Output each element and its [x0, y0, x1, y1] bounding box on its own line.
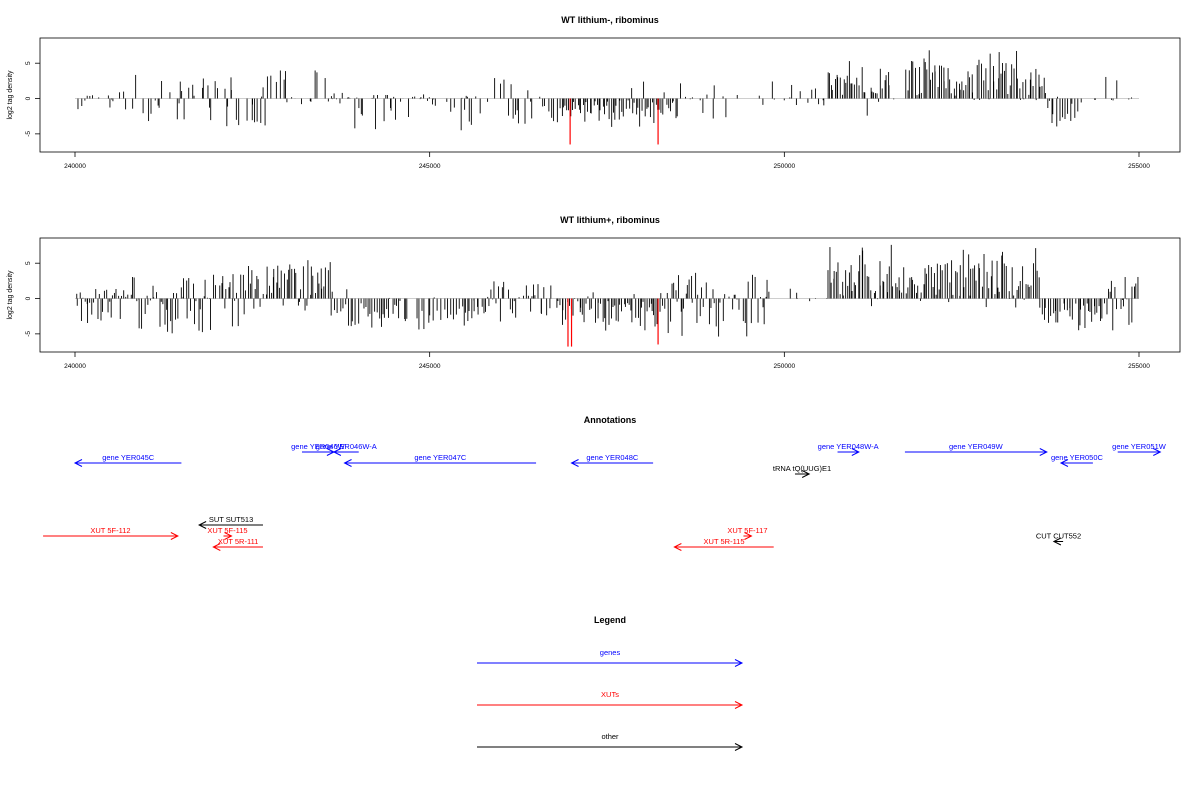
panel-lithium-minus: WT lithium-, ribominus log2 tag density …: [7, 15, 1181, 170]
annotations-title: Annotations: [584, 415, 637, 425]
feature-label: gene YER048W-A: [818, 442, 879, 451]
feature-label: gene YER049W: [949, 442, 1004, 451]
arrow-head: [734, 659, 744, 667]
feature-gene-yer047c: gene YER047C: [343, 453, 537, 467]
feature-label: gene YER045C: [102, 453, 155, 462]
y-tick-label: 5: [25, 61, 32, 65]
arrow-head: [1052, 537, 1062, 546]
feature-gene-yer045c: gene YER045C: [73, 453, 182, 467]
legend-items: genes XUTs other: [477, 648, 744, 751]
x-tick-label: 250000: [773, 163, 795, 170]
y-tick-label: 0: [25, 296, 32, 300]
feature-label: XUT 5R-115: [704, 537, 745, 546]
feature-gene-yer048c: gene YER048C: [570, 453, 654, 467]
feature-xut-5f-112: XUT 5F-112: [43, 526, 179, 540]
legend-label: other: [601, 732, 619, 741]
feature-label: gene YER046W: [291, 442, 346, 451]
plot-frame: [39, 237, 1181, 353]
axes-group: 240000 245000 250000 255000 -5 0 5: [25, 61, 1150, 170]
feature-label: gene YER047C: [414, 453, 467, 462]
plot-frame: [39, 37, 1181, 153]
feature-gene-yer051w: gene YER051W: [1112, 442, 1167, 456]
arrow-head: [673, 543, 682, 551]
arrow-head: [734, 743, 744, 751]
legend-panel: Legend genes XUTs other: [477, 615, 744, 751]
bars-group: [75, 50, 1139, 145]
x-tick-label: 245000: [419, 163, 441, 170]
y-tick-label: -5: [25, 331, 32, 337]
x-tick-label: 255000: [1128, 363, 1150, 370]
y-tick-label: 0: [25, 96, 32, 100]
arrow-head: [73, 459, 83, 467]
y-axis-label: log2 tag density: [7, 70, 14, 120]
y-tick-label: 5: [25, 261, 32, 265]
panel-title: WT lithium-, ribominus: [561, 15, 659, 25]
arrow-head: [851, 448, 860, 456]
feature-label: gene YER050C: [1051, 453, 1104, 462]
feature-gene-yer049w: gene YER049W: [904, 442, 1048, 456]
axes-group: 240000 245000 250000 255000 -5 0 5: [25, 261, 1150, 370]
panel-title: WT lithium+, ribominus: [560, 215, 660, 225]
arrow-head: [198, 521, 207, 529]
legend-item-xuts: XUTs: [477, 690, 744, 709]
arrow-head: [332, 448, 342, 456]
arrow-head: [734, 701, 744, 709]
feature-label: XUT 5F-115: [207, 526, 247, 535]
arrow-head: [801, 470, 811, 478]
arrow-head: [570, 459, 579, 467]
arrow-head: [1059, 459, 1069, 467]
x-tick-label: 240000: [64, 363, 86, 370]
arrow-head: [343, 459, 352, 467]
arrow-head: [170, 532, 179, 540]
x-tick-label: 255000: [1128, 163, 1150, 170]
x-tick-label: 250000: [773, 363, 795, 370]
feature-gene-yer048w-a: gene YER048W-A: [818, 442, 879, 456]
arrow-head: [224, 532, 233, 540]
panel-lithium-plus: WT lithium+, ribominus log2 tag density …: [7, 215, 1181, 370]
feature-sut-sut513: SUT SUT513: [198, 515, 263, 529]
arrow-head: [1153, 448, 1162, 456]
feature-label: XUT 5F-117: [727, 526, 767, 535]
feature-label: XUT 5R-111: [218, 537, 258, 546]
feature-label: SUT SUT513: [209, 515, 253, 524]
feature-gene-yer046w-a: gene YER046W-A: [316, 442, 377, 456]
feature-xut-5f-117: XUT 5F-117: [727, 526, 768, 540]
feature-label: CUT CUT552: [1036, 532, 1081, 541]
y-axis-label: log2 tag density: [7, 270, 14, 320]
arrow-head: [744, 532, 753, 540]
feature-label: XUT 5F-112: [90, 526, 130, 535]
bars-group: [75, 244, 1139, 347]
x-tick-label: 245000: [419, 363, 441, 370]
feature-label: gene YER048C: [586, 453, 639, 462]
legend-item-other: other: [477, 732, 744, 751]
feature-xut-5r-115: XUT 5R-115: [673, 537, 774, 551]
feature-cut-cut552: CUT CUT552: [1036, 532, 1081, 546]
legend-label: XUTs: [601, 690, 619, 699]
feature-label: gene YER046W-A: [316, 442, 377, 451]
arrow-head: [212, 543, 221, 551]
legend-label: genes: [600, 648, 621, 657]
legend-title: Legend: [594, 615, 626, 625]
feature-xut-5f-115: XUT 5F-115: [207, 526, 248, 540]
legend-item-genes: genes: [477, 648, 744, 667]
x-tick-label: 240000: [64, 163, 86, 170]
feature-label: tRNA tQ(UUG)E1: [773, 464, 831, 473]
y-tick-label: -5: [25, 131, 32, 137]
feature-trna-tq-uug-e1: tRNA tQ(UUG)E1: [773, 464, 831, 478]
feature-label: gene YER051W: [1112, 442, 1167, 451]
feature-gene-yer050c: gene YER050C: [1051, 453, 1104, 467]
feature-xut-5r-111: XUT 5R-111: [212, 537, 263, 551]
arrow-head: [1039, 448, 1048, 456]
